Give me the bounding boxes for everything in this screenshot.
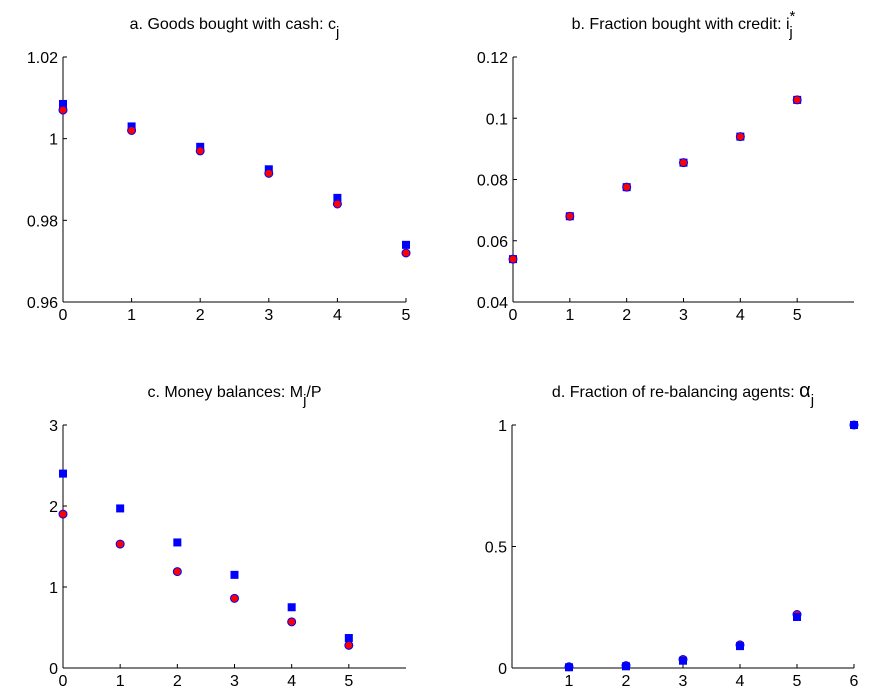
title-part: /P [306, 384, 321, 401]
x-tick-label: 1 [565, 307, 574, 324]
y-tick-label: 1 [498, 418, 507, 435]
x-tick-label: 6 [850, 673, 859, 690]
square-marker [287, 603, 296, 612]
x-tick-label: 0 [509, 307, 518, 324]
chart-title: d. Fraction of re-balancing agents: αj [552, 380, 814, 409]
title-part: j [302, 392, 306, 409]
y-tick-label: 0.96 [27, 295, 58, 312]
square-marker [230, 570, 239, 579]
x-tick-label: 2 [622, 673, 631, 690]
square-marker [116, 504, 125, 513]
x-tick-label: 3 [679, 673, 688, 690]
y-tick-label: 0.98 [27, 213, 58, 230]
square-marker [793, 612, 801, 621]
circle-marker [115, 539, 125, 549]
square-marker [59, 99, 67, 108]
circle-marker [230, 593, 239, 603]
x-tick-label: 1 [116, 673, 125, 690]
square-marker [173, 538, 182, 547]
circle-marker [264, 168, 274, 178]
x-tick-label: 4 [736, 673, 745, 690]
y-tick-label: 0.12 [477, 50, 508, 67]
circle-marker [792, 95, 802, 105]
y-tick-label: 3 [49, 418, 58, 435]
y-tick-label: 1.02 [27, 50, 58, 67]
circle-marker [565, 211, 575, 221]
y-tick-label: 0.08 [477, 173, 508, 190]
circle-marker [344, 640, 354, 650]
circle-marker [172, 567, 182, 577]
x-tick-label: 3 [679, 307, 688, 324]
y-tick-label: 0.1 [486, 111, 508, 128]
y-tick-label: 0 [498, 661, 507, 678]
square-marker [333, 193, 342, 202]
title-part: c. Money balances: M [147, 384, 303, 401]
x-tick-label: 5 [344, 673, 353, 690]
circle-marker [622, 182, 632, 192]
circle-marker [195, 146, 205, 156]
circle-marker [508, 254, 518, 264]
chart-title: b. Fraction bought with credit: i* j [572, 8, 796, 41]
y-tick-label: 0.5 [485, 540, 507, 557]
square-marker [402, 240, 410, 249]
title-part: α [799, 380, 811, 402]
title-part: a. Goods bought with cash: c [130, 16, 336, 33]
x-tick-label: 4 [333, 307, 342, 324]
square-marker [850, 421, 858, 429]
x-tick-label: 2 [173, 673, 182, 690]
x-tick-label: 2 [196, 307, 205, 324]
square-marker [565, 663, 573, 672]
title-part: d. Fraction of re-balancing agents: [552, 384, 799, 401]
x-tick-label: 4 [736, 307, 745, 324]
y-tick-label: 2 [49, 499, 58, 516]
x-tick-label: 5 [793, 307, 802, 324]
x-tick-label: 3 [264, 307, 273, 324]
circle-marker [287, 617, 297, 627]
x-tick-label: 1 [127, 307, 136, 324]
title-part: b. Fraction bought with credit: i [572, 16, 790, 33]
title-part: j [810, 392, 814, 409]
x-tick-label: 0 [59, 307, 68, 324]
square-marker [59, 469, 67, 478]
x-tick-label: 2 [622, 307, 631, 324]
x-tick-label: 0 [59, 673, 68, 690]
square-marker [622, 662, 630, 671]
x-tick-label: 5 [402, 307, 411, 324]
circle-marker [58, 509, 68, 519]
x-tick-label: 4 [287, 673, 296, 690]
y-tick-label: 1 [49, 580, 58, 597]
square-marker [344, 634, 353, 643]
chart-title: c. Money balances: Mj/P [147, 384, 321, 409]
square-marker [736, 642, 744, 651]
square-marker [679, 656, 687, 665]
chart-title: a. Goods bought with cash: cj [130, 16, 340, 41]
y-tick-label: 1 [49, 132, 58, 149]
circle-marker [332, 199, 342, 209]
x-tick-label: 1 [565, 673, 574, 690]
title-part: * [790, 8, 796, 25]
title-part: j [788, 24, 792, 41]
circle-marker [679, 158, 688, 168]
circle-marker [735, 132, 745, 142]
circle-marker [127, 126, 137, 135]
circle-marker [58, 105, 68, 115]
x-tick-label: 5 [793, 673, 802, 690]
title-part: j [335, 24, 339, 41]
y-tick-label: 0.04 [477, 295, 508, 312]
y-tick-label: 0.06 [477, 234, 508, 251]
circle-marker [401, 248, 411, 258]
x-tick-label: 3 [230, 673, 239, 690]
y-tick-label: 0 [49, 661, 58, 678]
